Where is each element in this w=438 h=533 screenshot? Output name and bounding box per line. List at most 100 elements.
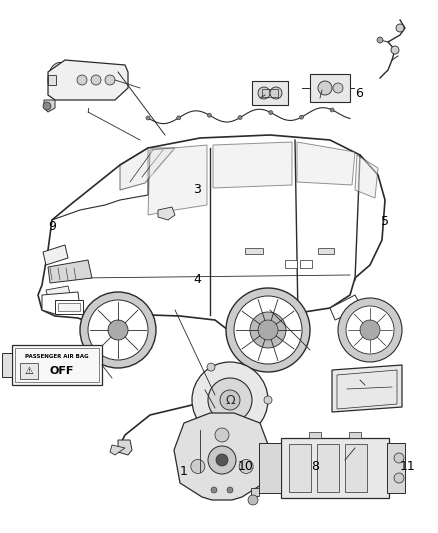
Circle shape: [250, 312, 286, 348]
Circle shape: [377, 37, 383, 43]
Circle shape: [207, 429, 215, 437]
Polygon shape: [158, 207, 175, 220]
Text: 4: 4: [193, 273, 201, 286]
Polygon shape: [46, 286, 70, 298]
Text: PASSENGER AIR BAG: PASSENGER AIR BAG: [25, 354, 89, 359]
Circle shape: [105, 75, 115, 85]
Polygon shape: [48, 260, 92, 283]
Circle shape: [264, 396, 272, 404]
Circle shape: [208, 378, 252, 422]
Polygon shape: [43, 245, 68, 265]
Circle shape: [80, 292, 156, 368]
Polygon shape: [355, 155, 378, 198]
Circle shape: [333, 83, 343, 93]
Bar: [259, 443, 281, 493]
Circle shape: [338, 298, 402, 362]
Circle shape: [394, 453, 404, 463]
Ellipse shape: [357, 210, 379, 240]
Bar: [15, 348, 99, 382]
Circle shape: [177, 116, 181, 120]
Circle shape: [207, 363, 215, 371]
Bar: [345, 444, 367, 492]
Polygon shape: [42, 292, 80, 314]
Circle shape: [270, 87, 282, 99]
Text: 1: 1: [180, 465, 188, 478]
Polygon shape: [309, 432, 321, 438]
Bar: [20, 363, 38, 379]
Circle shape: [318, 81, 332, 95]
Bar: [281, 438, 389, 498]
Polygon shape: [251, 488, 259, 496]
Circle shape: [258, 87, 270, 99]
Circle shape: [216, 454, 228, 466]
Bar: [387, 443, 405, 493]
Circle shape: [360, 320, 380, 340]
Bar: [12, 345, 102, 385]
Bar: [2, 353, 12, 377]
Polygon shape: [120, 148, 175, 190]
Circle shape: [207, 113, 212, 117]
Polygon shape: [213, 142, 292, 188]
Polygon shape: [44, 100, 55, 112]
Text: 11: 11: [399, 460, 415, 473]
Polygon shape: [310, 74, 350, 102]
Text: OFF: OFF: [50, 366, 74, 376]
Circle shape: [396, 24, 404, 32]
Text: 5: 5: [381, 215, 389, 228]
Polygon shape: [48, 60, 128, 100]
Bar: [262, 89, 278, 97]
Circle shape: [91, 75, 101, 85]
Text: 10: 10: [237, 460, 253, 473]
Bar: [55, 300, 83, 314]
Circle shape: [239, 459, 253, 473]
Circle shape: [146, 116, 150, 120]
Circle shape: [258, 320, 278, 340]
Circle shape: [215, 428, 229, 442]
Polygon shape: [174, 413, 270, 500]
Circle shape: [208, 446, 236, 474]
Circle shape: [238, 116, 242, 119]
Circle shape: [248, 495, 258, 505]
Circle shape: [330, 108, 334, 112]
Bar: [317, 444, 339, 492]
Polygon shape: [38, 135, 385, 333]
Bar: [318, 248, 334, 254]
Text: 9: 9: [49, 220, 57, 233]
Circle shape: [346, 306, 394, 354]
Text: Ω: Ω: [225, 393, 235, 407]
Text: ⚠: ⚠: [25, 366, 33, 376]
Text: 6: 6: [355, 87, 363, 100]
Circle shape: [88, 300, 148, 360]
Bar: [48, 75, 56, 85]
Bar: [285, 260, 297, 268]
Polygon shape: [148, 145, 207, 215]
Circle shape: [227, 487, 233, 493]
Circle shape: [211, 487, 217, 493]
Circle shape: [220, 390, 240, 410]
Polygon shape: [118, 440, 132, 455]
Bar: [245, 248, 263, 254]
Circle shape: [77, 75, 87, 85]
Polygon shape: [252, 81, 288, 105]
Circle shape: [394, 473, 404, 483]
Circle shape: [43, 102, 51, 110]
Bar: [289, 444, 311, 492]
Circle shape: [269, 110, 273, 115]
Text: 3: 3: [193, 183, 201, 196]
Bar: [58, 303, 80, 311]
Polygon shape: [332, 365, 402, 412]
Circle shape: [300, 115, 304, 119]
Polygon shape: [349, 432, 361, 438]
Circle shape: [192, 362, 268, 438]
Ellipse shape: [48, 62, 72, 98]
Circle shape: [108, 320, 128, 340]
Text: 8: 8: [311, 460, 319, 473]
Circle shape: [234, 296, 302, 364]
Circle shape: [191, 459, 205, 473]
Polygon shape: [330, 295, 362, 320]
Polygon shape: [297, 142, 355, 185]
Polygon shape: [110, 445, 125, 455]
Bar: [300, 260, 312, 268]
Circle shape: [391, 46, 399, 54]
Circle shape: [226, 288, 310, 372]
